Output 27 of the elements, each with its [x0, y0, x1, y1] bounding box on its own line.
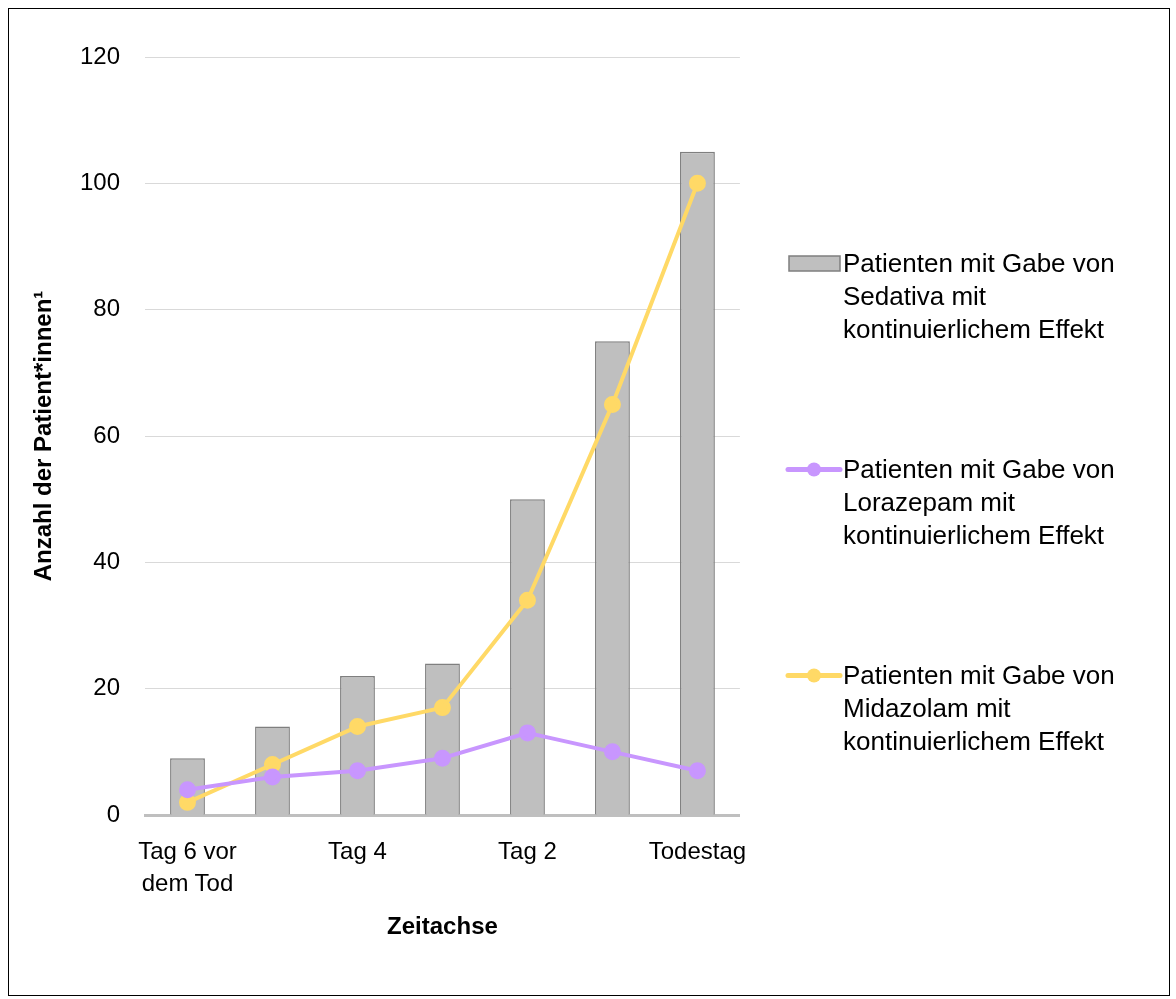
legend-label: Patienten mit Gabe von Sedativa mit kontinuierlichem Effekt [843, 246, 1116, 346]
x-axis-title: Zeitachse [387, 911, 498, 939]
y-tick-label: 100 [79, 167, 120, 195]
x-tick-label: Tag 6 vor dem Tod [138, 836, 237, 896]
point [518, 723, 536, 741]
legend-label: Patienten mit Gabe von Midazolam mit kontinuierlichem Effekt [843, 658, 1116, 758]
point [263, 768, 281, 786]
y-tick-label: 20 [93, 672, 120, 700]
point [603, 742, 621, 760]
y-tick-label: 80 [93, 293, 120, 321]
y-axis-title: Anzahl der Patient*innen¹ [29, 290, 57, 581]
y-tick-label: 0 [106, 799, 120, 827]
x-tick-label: Todestag [648, 836, 747, 864]
x-tick-label: Tag 4 [328, 836, 387, 864]
y-tick-label: 60 [93, 420, 120, 448]
point [348, 761, 366, 779]
legend-label: Patienten mit Gabe von Lorazepam mit kontinuierlichem Effekt [843, 452, 1116, 552]
point [688, 761, 706, 779]
x-tick-label: Tag 2 [498, 836, 557, 864]
point [348, 717, 366, 735]
point [688, 174, 706, 192]
point [603, 395, 621, 413]
y-tick-label: 120 [79, 41, 120, 69]
point [433, 698, 451, 716]
point [433, 749, 451, 767]
y-tick-label: 40 [93, 546, 120, 574]
point [518, 591, 536, 609]
